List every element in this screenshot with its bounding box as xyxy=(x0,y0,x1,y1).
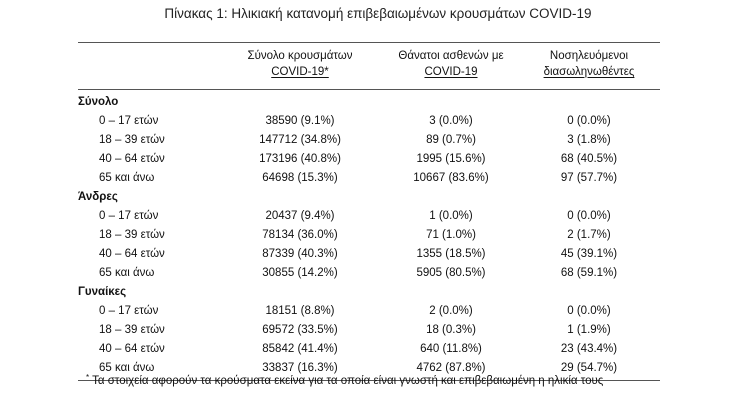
table-row: 65 και άνω 30855 (14.2%) 5905 (80.5%) 68 (5… xyxy=(78,264,660,283)
intubated-value: 0 (0.0%) xyxy=(567,115,611,127)
cases-value: 78134 (36.0%) xyxy=(262,229,338,241)
table-header: Σύνολο κρουσμάτων COVID-19* Θάνατοι ασθε… xyxy=(78,43,660,90)
age-label: 18 – 39 ετών xyxy=(99,134,165,146)
table-row: 0 – 17 ετών 20437 (9.4%) 1 (0.0%) 0 (0.0%) xyxy=(78,207,660,226)
table-caption: Πίνακας 1: Ηλικιακή κατανομή επιβεβαιωμέ… xyxy=(164,6,592,21)
table-row: 18 – 39 ετών 69572 (33.5%) 18 (0.3%) 1 (1.9… xyxy=(78,321,660,340)
header-line: COVID-19* xyxy=(271,65,329,78)
deaths-value: 1995 (15.6%) xyxy=(416,153,486,165)
deaths-value: 71 (1.0%) xyxy=(426,229,476,241)
age-label: 0 – 17 ετών xyxy=(99,305,159,317)
table-row: 18 – 39 ετών 78134 (36.0%) 71 (1.0%) 2 (1.7… xyxy=(78,226,660,245)
deaths-value: 4762 (87.8%) xyxy=(416,362,486,374)
age-label: 0 – 17 ετών xyxy=(99,115,159,127)
intubated-value: 1 (1.9%) xyxy=(567,324,611,336)
cases-value: 87339 (40.3%) xyxy=(262,248,338,260)
group-title: Γυναίκες xyxy=(78,286,127,298)
age-label: 40 – 64 ετών xyxy=(99,343,165,355)
table-row: 40 – 64 ετών 85842 (41.4%) 640 (11.8%) 23 (… xyxy=(78,340,660,359)
table-body: Σύνολο 0 – 17 ετών 38590 (9.1%) 3 (0.0%) 0 (… xyxy=(78,90,660,380)
header-line: διασωληνωθέντες xyxy=(543,65,635,78)
cases-value: 147712 (34.8%) xyxy=(259,134,341,146)
cases-value: 85842 (41.4%) xyxy=(262,343,338,355)
intubated-value: 0 (0.0%) xyxy=(567,305,611,317)
age-label: 18 – 39 ετών xyxy=(99,229,165,241)
cases-value: 33837 (16.3%) xyxy=(262,362,338,374)
group-title: Άνδρες xyxy=(78,191,118,203)
table-row: 40 – 64 ετών 87339 (40.3%) 1355 (18.5%) 45 … xyxy=(78,245,660,264)
cases-value: 18151 (8.8%) xyxy=(265,305,335,317)
table-row: 65 και άνω 64698 (15.3%) 10667 (83.6%) 97 (… xyxy=(78,169,660,188)
footnote-mark: * xyxy=(86,373,90,382)
group-title: Σύνολο xyxy=(78,96,119,108)
deaths-value: 1355 (18.5%) xyxy=(416,248,486,260)
header-line: Νοσηλευόμενοι xyxy=(549,50,629,62)
deaths-value: 640 (11.8%) xyxy=(420,343,482,355)
table-row: 18 – 39 ετών 147712 (34.8%) 89 (0.7%) 3 (1.… xyxy=(78,131,660,150)
table-row: 40 – 64 ετών 173196 (40.8%) 1995 (15.6%) 68… xyxy=(78,150,660,169)
deaths-value: 10667 (83.6%) xyxy=(413,172,489,184)
cases-value: 64698 (15.3%) xyxy=(262,172,338,184)
intubated-value: 0 (0.0%) xyxy=(567,210,611,222)
intubated-value: 3 (1.8%) xyxy=(567,134,611,146)
cases-value: 69572 (33.5%) xyxy=(262,324,338,336)
table-row: 65 και άνω 33837 (16.3%) 4762 (87.8%) 29 (5… xyxy=(78,359,660,378)
age-label: 0 – 17 ετών xyxy=(99,210,159,222)
cases-value: 20437 (9.4%) xyxy=(265,210,335,222)
age-distribution-table: Σύνολο κρουσμάτων COVID-19* Θάνατοι ασθε… xyxy=(78,42,660,381)
footnote: * Τα στοιχεία αφορούν τα κρούσματα εκείνα… xyxy=(86,373,604,387)
intubated-value: 68 (40.5%) xyxy=(560,153,618,165)
header-deaths: Θάνατοι ασθενών με COVID-19 xyxy=(376,49,526,80)
intubated-value: 29 (54.7%) xyxy=(560,362,618,374)
age-label: 40 – 64 ετών xyxy=(99,153,165,165)
intubated-value: 97 (57.7%) xyxy=(560,172,618,184)
deaths-value: 18 (0.3%) xyxy=(426,324,476,336)
table-row: 0 – 17 ετών 18151 (8.8%) 2 (0.0%) 0 (0.0%) xyxy=(78,302,660,321)
deaths-value: 2 (0.0%) xyxy=(429,305,473,317)
age-label: 65 και άνω xyxy=(99,362,155,374)
header-total-cases: Σύνολο κρουσμάτων COVID-19* xyxy=(220,49,380,80)
age-label: 65 και άνω xyxy=(99,172,155,184)
cases-value: 30855 (14.2%) xyxy=(262,267,338,279)
intubated-value: 2 (1.7%) xyxy=(567,229,611,241)
table-row: 0 – 17 ετών 38590 (9.1%) 3 (0.0%) 0 (0.0%) xyxy=(78,112,660,131)
deaths-value: 5905 (80.5%) xyxy=(416,267,486,279)
cases-value: 173196 (40.8%) xyxy=(259,153,341,165)
intubated-value: 45 (39.1%) xyxy=(560,248,618,260)
intubated-value: 68 (59.1%) xyxy=(560,267,618,279)
header-line: Σύνολο κρουσμάτων xyxy=(247,50,353,62)
header-intubated: Νοσηλευόμενοι διασωληνωθέντες xyxy=(524,49,654,80)
age-label: 40 – 64 ετών xyxy=(99,248,165,260)
header-line: COVID-19 xyxy=(424,65,478,78)
intubated-value: 23 (43.4%) xyxy=(560,343,618,355)
cases-value: 38590 (9.1%) xyxy=(265,115,335,127)
deaths-value: 1 (0.0%) xyxy=(429,210,473,222)
deaths-value: 3 (0.0%) xyxy=(429,115,473,127)
footnote-text: Τα στοιχεία αφορούν τα κρούσματα εκείνα … xyxy=(92,375,604,387)
deaths-value: 89 (0.7%) xyxy=(426,134,476,146)
age-label: 65 και άνω xyxy=(99,267,155,279)
header-line: Θάνατοι ασθενών με xyxy=(398,50,504,62)
age-label: 18 – 39 ετών xyxy=(99,324,165,336)
